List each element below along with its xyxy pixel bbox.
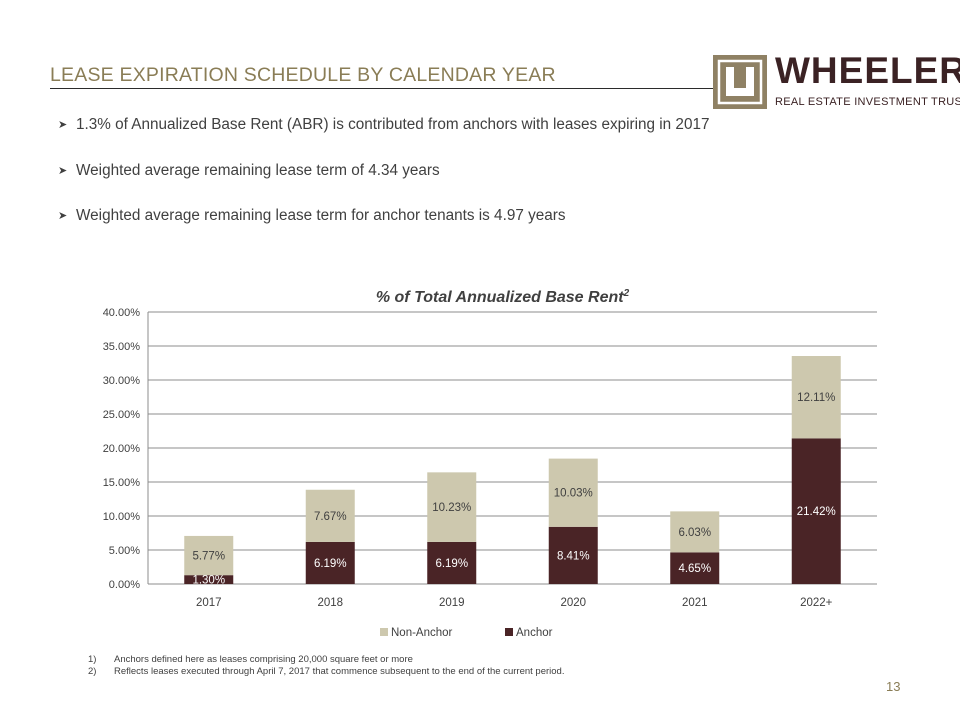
bullet-list: ➤ 1.3% of Annualized Base Rent (ABR) is c… xyxy=(58,112,709,249)
bullet-item: ➤ Weighted average remaining lease term o… xyxy=(58,158,709,204)
abr-expiration-chart: % of Total Annualized Base Rent2 0.00% 5.0… xyxy=(103,288,877,639)
bullet-arrow-icon: ➤ xyxy=(58,210,68,222)
data-label: 21.42% xyxy=(797,506,836,518)
data-label: 5.77% xyxy=(192,551,225,563)
logo-wordmark: WHEELER xyxy=(775,50,960,91)
bullet-item: ➤ Weighted average remaining lease term f… xyxy=(58,203,709,249)
x-tick-label: 2022+ xyxy=(800,597,833,609)
data-label: 8.41% xyxy=(557,550,590,562)
y-tick-label: 40.00% xyxy=(103,307,141,319)
y-tick-label: 5.00% xyxy=(109,545,140,557)
data-label: 7.67% xyxy=(314,511,347,523)
x-tick-label: 2021 xyxy=(682,597,708,609)
y-tick-label: 30.00% xyxy=(103,375,141,387)
data-label: 10.03% xyxy=(554,488,593,500)
wheeler-logo-icon xyxy=(713,55,767,109)
footnote-1: 1) Anchors defined here as leases compris… xyxy=(88,654,413,665)
bar-non-anchor xyxy=(791,355,841,439)
y-tick-label: 20.00% xyxy=(103,443,141,455)
legend-swatch xyxy=(380,628,388,636)
data-label: 1.30% xyxy=(192,575,225,587)
bar-non-anchor xyxy=(670,511,720,553)
bullet-arrow-icon: ➤ xyxy=(58,164,68,177)
legend-swatch xyxy=(505,628,513,636)
chart-title: % of Total Annualized Base Rent2 xyxy=(376,288,630,306)
data-label: 6.19% xyxy=(435,558,468,570)
bar-anchor xyxy=(427,541,477,584)
data-label: 4.65% xyxy=(678,563,711,575)
bullet-text: Weighted average remaining lease term fo… xyxy=(76,207,566,224)
x-tick-label: 2017 xyxy=(196,597,222,609)
footnotes: 1) Anchors defined here as leases compris… xyxy=(88,654,564,678)
data-label: 6.19% xyxy=(314,558,347,570)
x-tick-label: 2018 xyxy=(317,597,343,609)
bar-non-anchor xyxy=(548,458,598,527)
x-tick-label: 2020 xyxy=(560,597,586,609)
bar-anchor xyxy=(184,575,234,584)
x-tick-label: 2019 xyxy=(439,597,465,609)
bullet-text: Weighted average remaining lease term of… xyxy=(76,161,440,179)
y-tick-label: 10.00% xyxy=(103,511,141,523)
bar-anchor xyxy=(670,552,720,584)
bar-non-anchor xyxy=(184,535,234,576)
data-label: 6.03% xyxy=(678,527,711,539)
page-title: LEASE EXPIRATION SCHEDULE BY CALENDAR YE… xyxy=(50,64,556,86)
y-tick-label: 25.00% xyxy=(103,409,141,421)
bar-non-anchor xyxy=(427,472,477,542)
y-tick-label: 0.00% xyxy=(109,579,140,591)
bullet-text: 1.3% of Annualized Base Rent (ABR) is co… xyxy=(76,116,710,133)
bar-anchor xyxy=(791,438,841,584)
bar-anchor xyxy=(305,541,355,584)
legend-label: Non-Anchor xyxy=(391,627,453,639)
bar-non-anchor xyxy=(305,489,355,542)
page-number: 13 xyxy=(886,679,901,694)
y-tick-label: 35.00% xyxy=(103,341,141,353)
legend-label: Anchor xyxy=(516,627,553,639)
company-logo: WHEELER REAL ESTATE INVESTMENT TRUST xyxy=(713,50,960,113)
data-label: 10.23% xyxy=(432,502,471,514)
title-divider xyxy=(50,88,722,89)
chart-title-superscript: 2 xyxy=(623,288,630,299)
data-label: 12.11% xyxy=(797,392,835,404)
bar-anchor xyxy=(548,526,598,584)
logo-tagline: REAL ESTATE INVESTMENT TRUST xyxy=(775,96,960,108)
footnote-2: 2) Reflects leases executed through April… xyxy=(88,666,565,677)
bullet-item: ➤ 1.3% of Annualized Base Rent (ABR) is c… xyxy=(58,112,709,158)
bullet-arrow-icon: ➤ xyxy=(58,119,68,131)
y-tick-label: 15.00% xyxy=(103,477,141,489)
